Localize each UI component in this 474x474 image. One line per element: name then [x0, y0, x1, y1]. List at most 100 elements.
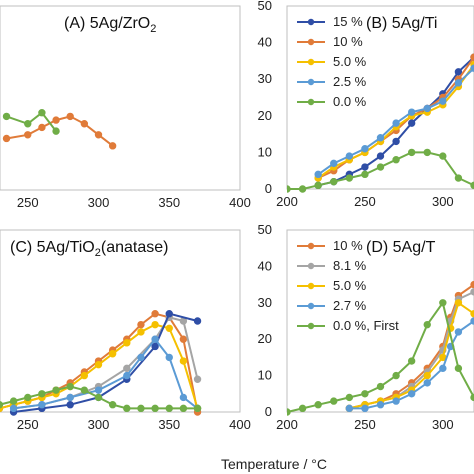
data-point — [407, 357, 416, 365]
data-point — [151, 342, 159, 351]
data-point — [80, 371, 89, 380]
panel-title: (A) 5Ag/ZrO2 — [64, 15, 156, 35]
data-point — [423, 320, 431, 329]
data-point — [137, 320, 145, 329]
series-line — [6, 111, 57, 132]
data-point — [392, 119, 400, 127]
data-point — [165, 404, 173, 413]
data-point — [454, 299, 463, 307]
data-point — [392, 137, 400, 146]
data-point — [454, 174, 463, 182]
panel-title: (C) 5Ag/TiO2(anatase) — [10, 239, 168, 259]
data-point — [123, 404, 131, 413]
legend-swatch-marker — [307, 18, 315, 26]
data-point — [123, 371, 131, 380]
data-point — [361, 163, 369, 171]
data-point — [330, 177, 338, 186]
legend-swatch-marker — [307, 58, 315, 66]
data-point — [407, 390, 416, 398]
x-tick-label: 300 — [88, 195, 110, 210]
x-tick-label: 200 — [276, 194, 298, 209]
y-tick-label: 50 — [258, 0, 272, 13]
legend-label: 10 % — [333, 238, 363, 253]
y-tick-label: 10 — [258, 144, 272, 159]
legend-label: 0.0 %, First — [333, 318, 399, 333]
x-tick-label: 200 — [276, 417, 298, 432]
data-point — [9, 397, 18, 405]
data-point — [330, 397, 338, 405]
data-point — [193, 375, 202, 383]
data-point — [454, 328, 463, 336]
data-point — [108, 350, 117, 358]
x-tick-label: 250 — [17, 195, 39, 210]
data-point — [423, 148, 431, 157]
data-point — [9, 404, 18, 413]
x-tick-label: 300 — [432, 194, 454, 209]
data-point — [151, 310, 159, 318]
data-point — [179, 335, 188, 343]
data-point — [376, 382, 385, 391]
legend-label: 15 % — [333, 14, 363, 29]
data-point — [345, 393, 354, 402]
legend-swatch-marker — [307, 322, 315, 330]
series-line — [349, 320, 474, 410]
plot-area — [286, 229, 474, 413]
data-point — [123, 339, 131, 347]
data-point — [407, 119, 416, 127]
data-point — [314, 181, 322, 190]
data-point — [2, 112, 11, 121]
y-tick-label: 30 — [258, 71, 272, 86]
data-point — [80, 386, 89, 394]
data-point — [407, 108, 416, 116]
x-tick-label: 400 — [229, 417, 251, 432]
data-point — [94, 360, 103, 369]
y-tick-label: 40 — [258, 258, 272, 273]
data-point — [2, 134, 11, 143]
panel-d: 200 250 300 0 10 20 30 40 50 (D) 5Ag/T10 % 8.1 % 5.… — [258, 222, 474, 432]
data-point — [361, 170, 369, 179]
legend-swatch-marker — [307, 282, 315, 290]
x-tick-label: 400 — [229, 195, 251, 210]
series-line — [13, 337, 199, 410]
data-point — [38, 123, 46, 132]
data-point — [361, 390, 369, 398]
legend-swatch-marker — [307, 262, 315, 270]
data-point — [24, 120, 32, 128]
data-point — [376, 163, 385, 171]
data-point — [314, 170, 322, 179]
legend-label: 5.0 % — [333, 54, 367, 69]
y-tick-label: 20 — [258, 108, 272, 123]
x-tick-label: 250 — [17, 417, 39, 432]
data-point — [151, 320, 159, 329]
data-point — [108, 401, 117, 409]
legend-label: 5.0 % — [333, 278, 367, 293]
legend-swatch-marker — [307, 98, 315, 106]
data-point — [454, 364, 463, 373]
x-tick-label: 300 — [432, 417, 454, 432]
data-point — [151, 335, 159, 343]
data-point — [439, 364, 447, 373]
series-group — [287, 280, 474, 416]
data-point — [38, 401, 46, 409]
data-point — [298, 404, 307, 413]
legend-label: 8.1 % — [333, 258, 367, 273]
data-point — [193, 404, 202, 413]
plot-area — [0, 229, 241, 413]
series-group — [287, 53, 474, 193]
plot-area — [0, 5, 241, 191]
data-point — [376, 134, 385, 142]
data-point — [407, 148, 416, 157]
x-tick-label: 250 — [354, 194, 376, 209]
data-point — [179, 357, 188, 365]
plot-area — [286, 5, 474, 190]
data-point — [165, 310, 173, 318]
data-point — [66, 382, 74, 391]
series-line — [13, 312, 198, 413]
data-point — [454, 79, 463, 87]
y-tick-label: 30 — [258, 295, 272, 310]
data-point — [38, 390, 46, 398]
data-point — [108, 142, 117, 150]
data-point — [361, 145, 369, 153]
